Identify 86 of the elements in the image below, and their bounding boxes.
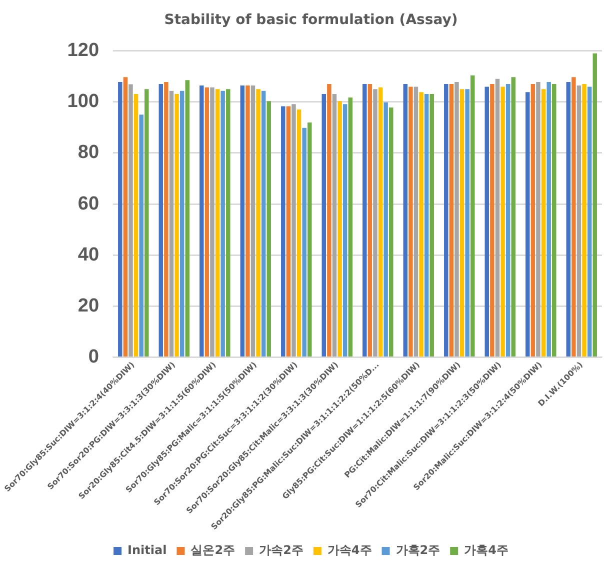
bar	[123, 77, 128, 356]
y-tick-label: 60	[78, 193, 100, 214]
bar	[362, 84, 367, 356]
bar	[139, 114, 144, 356]
legend-label: 가혹4주	[464, 543, 508, 558]
bar	[246, 86, 250, 356]
y-tick-label: 0	[88, 346, 100, 368]
bar	[582, 84, 586, 356]
bar	[286, 106, 291, 356]
bar	[226, 89, 230, 356]
bar	[424, 94, 429, 356]
y-tick-label: 100	[67, 91, 100, 112]
bar	[180, 90, 184, 356]
bar	[465, 89, 470, 356]
legend-label: 실온2주	[190, 543, 236, 558]
bar	[210, 87, 214, 356]
bar	[302, 128, 306, 356]
bar	[454, 82, 459, 356]
bar	[322, 94, 326, 356]
bar	[526, 92, 530, 356]
bar	[256, 89, 260, 356]
bar	[408, 86, 413, 356]
bar	[174, 94, 179, 356]
bar	[546, 82, 551, 356]
bar	[592, 53, 597, 356]
bar	[403, 84, 408, 356]
bar	[292, 104, 296, 356]
bar	[566, 82, 570, 356]
bar	[419, 92, 424, 356]
bar	[587, 86, 592, 356]
bar	[484, 86, 490, 356]
bar	[530, 84, 536, 356]
legend-label: 가속2주	[259, 543, 304, 558]
legend-label: 가혹2주	[396, 543, 440, 558]
y-tick-label: 20	[78, 295, 100, 316]
bar	[200, 86, 204, 356]
bar	[250, 86, 256, 356]
bar	[500, 86, 505, 356]
y-tick-label: 80	[78, 142, 100, 164]
bar	[158, 84, 164, 356]
legend-label: 가속4주	[327, 543, 372, 558]
bar	[169, 90, 174, 356]
bar	[470, 75, 475, 356]
bar	[552, 84, 556, 356]
bar	[220, 90, 225, 356]
bar	[134, 94, 138, 356]
bar	[368, 84, 372, 356]
bar	[373, 89, 378, 356]
bar	[327, 84, 332, 356]
bar	[185, 80, 190, 356]
bar	[144, 89, 149, 356]
bar	[240, 86, 245, 356]
bar	[536, 82, 540, 356]
bar	[204, 87, 210, 356]
bar	[511, 77, 516, 356]
bar	[338, 101, 342, 356]
bar	[261, 90, 266, 356]
bar	[495, 78, 500, 356]
bar	[296, 110, 302, 356]
bar	[118, 82, 122, 356]
bar	[348, 98, 352, 356]
bar	[164, 82, 168, 356]
bar	[449, 84, 454, 356]
bar	[384, 102, 388, 356]
legend-label: Initial	[128, 543, 167, 558]
bar	[414, 86, 418, 356]
bar	[266, 101, 271, 356]
bar	[506, 84, 510, 356]
bar	[308, 122, 312, 356]
y-tick-label: 120	[67, 40, 100, 62]
bar	[342, 104, 348, 356]
bar	[490, 84, 494, 356]
bar	[444, 84, 448, 356]
bar	[576, 86, 582, 356]
bar	[128, 84, 133, 356]
bar	[460, 89, 464, 356]
bar	[572, 77, 576, 356]
bar	[215, 89, 220, 356]
y-tick-label: 40	[78, 244, 100, 266]
bar	[389, 107, 394, 356]
bar	[281, 106, 286, 356]
bar	[430, 94, 434, 356]
bar	[332, 94, 337, 356]
bar	[541, 89, 546, 356]
chart-title: Stability of basic formulation (Assay)	[164, 12, 458, 28]
bar	[378, 87, 383, 356]
